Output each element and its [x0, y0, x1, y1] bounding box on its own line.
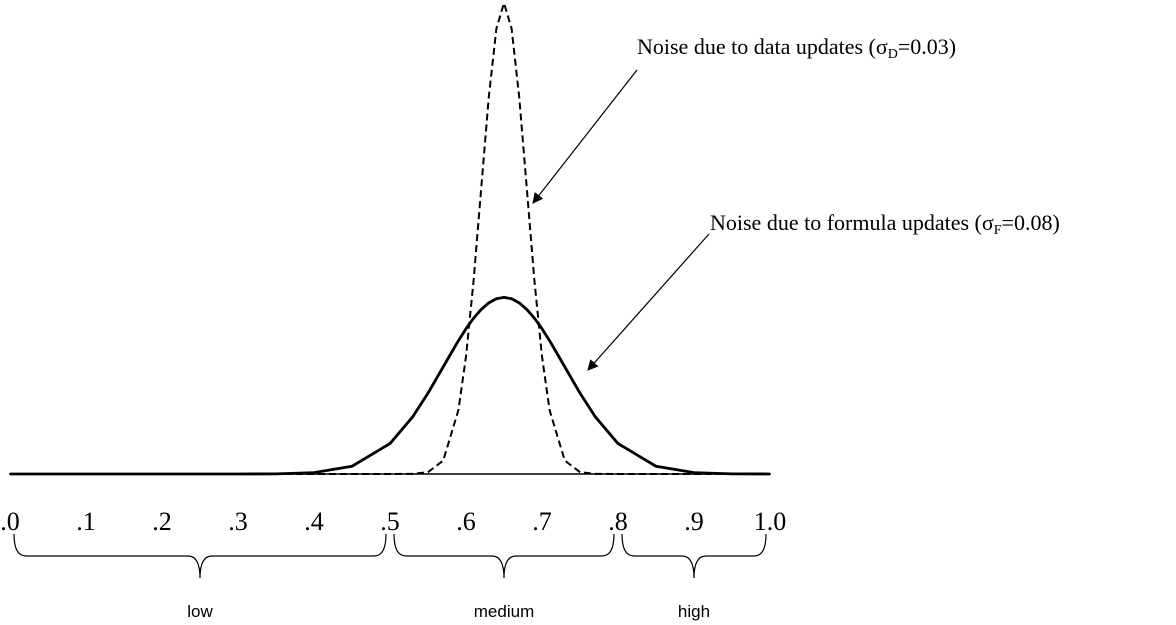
annotation: Noise due to data updates (σD=0.03) — [637, 34, 956, 62]
annotation-arrow — [587, 233, 710, 371]
x-tick-label: .1 — [76, 507, 96, 536]
curve-formula-updates — [10, 295, 771, 476]
x-tick-label: .4 — [304, 507, 324, 536]
annotation: Noise due to formula updates (σF=0.08) — [710, 210, 1060, 238]
x-tick-label: .2 — [152, 507, 172, 536]
x-tick-label: .9 — [684, 507, 704, 536]
x-tick-label: .8 — [608, 507, 628, 536]
x-tick-label: .3 — [228, 507, 248, 536]
range-brace — [393, 533, 615, 579]
x-tick-label: .0 — [0, 507, 20, 536]
x-tick-label: 1.0 — [754, 507, 787, 536]
curve-data-updates — [10, 2, 770, 475]
range-label: low — [187, 602, 213, 621]
x-tick-label: .7 — [532, 507, 552, 536]
x-tick-label: .6 — [456, 507, 476, 536]
range-brace — [621, 533, 767, 579]
x-tick-label: .5 — [380, 507, 400, 536]
range-label: medium — [474, 602, 534, 621]
range-brace — [13, 533, 387, 579]
range-label: high — [678, 602, 710, 621]
annotation-arrow — [532, 69, 638, 204]
